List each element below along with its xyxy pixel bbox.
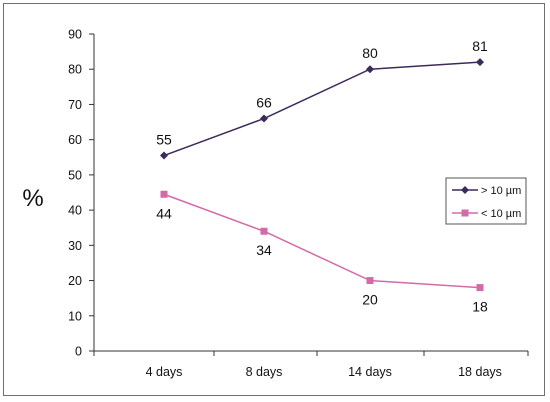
y-tick-label: 60 (68, 133, 82, 147)
data-label-gt10: 55 (156, 132, 172, 148)
y-tick-label: 90 (68, 28, 82, 42)
data-point-lt10 (476, 284, 484, 292)
data-label-lt10: 18 (472, 299, 488, 315)
data-label-gt10: 81 (472, 38, 488, 54)
x-tick-label: 18 days (458, 365, 502, 379)
data-label-gt10: 66 (256, 95, 272, 111)
data-point-gt10 (160, 151, 168, 160)
y-tick-label: 40 (68, 204, 82, 218)
y-tick-label: 50 (68, 168, 82, 182)
plot-series: 55 66 80 81 44 34 20 18 (156, 38, 488, 314)
data-label-lt10: 20 (362, 292, 378, 308)
legend: > 10 µm < 10 µm (445, 177, 527, 225)
data-point-gt10 (260, 114, 268, 123)
data-point-lt10 (366, 277, 374, 285)
legend-label-gt10: > 10 µm (481, 185, 521, 197)
y-tick-label: 30 (68, 239, 82, 253)
legend-marker-lt10 (461, 209, 469, 217)
legend-box (445, 177, 527, 225)
data-label-lt10: 34 (256, 242, 272, 258)
y-tick-label: 80 (68, 63, 82, 77)
y-tick-label: 0 (75, 345, 82, 359)
data-point-lt10 (260, 227, 268, 235)
data-point-lt10 (160, 190, 168, 198)
data-point-gt10 (476, 58, 484, 67)
x-tick-label: 4 days (146, 365, 183, 379)
y-tick-label: 70 (68, 98, 82, 112)
y-tick-label: 10 (68, 309, 82, 323)
x-tick-label: 14 days (348, 365, 392, 379)
legend-marker-gt10 (461, 186, 469, 194)
x-tick-label: 8 days (246, 365, 283, 379)
y-axis-label: % (22, 185, 43, 212)
data-label-lt10: 44 (156, 205, 172, 221)
y-axis: 0 10 20 30 40 50 60 70 80 90 (68, 28, 95, 359)
x-axis: 4 days 8 days 14 days 18 days (93, 350, 529, 379)
data-label-gt10: 80 (362, 45, 378, 61)
data-point-gt10 (366, 65, 374, 74)
series-line-gt10 (163, 61, 481, 157)
legend-label-lt10: < 10 µm (481, 208, 521, 220)
y-tick-label: 20 (68, 274, 82, 288)
series-line-lt10 (163, 193, 481, 289)
